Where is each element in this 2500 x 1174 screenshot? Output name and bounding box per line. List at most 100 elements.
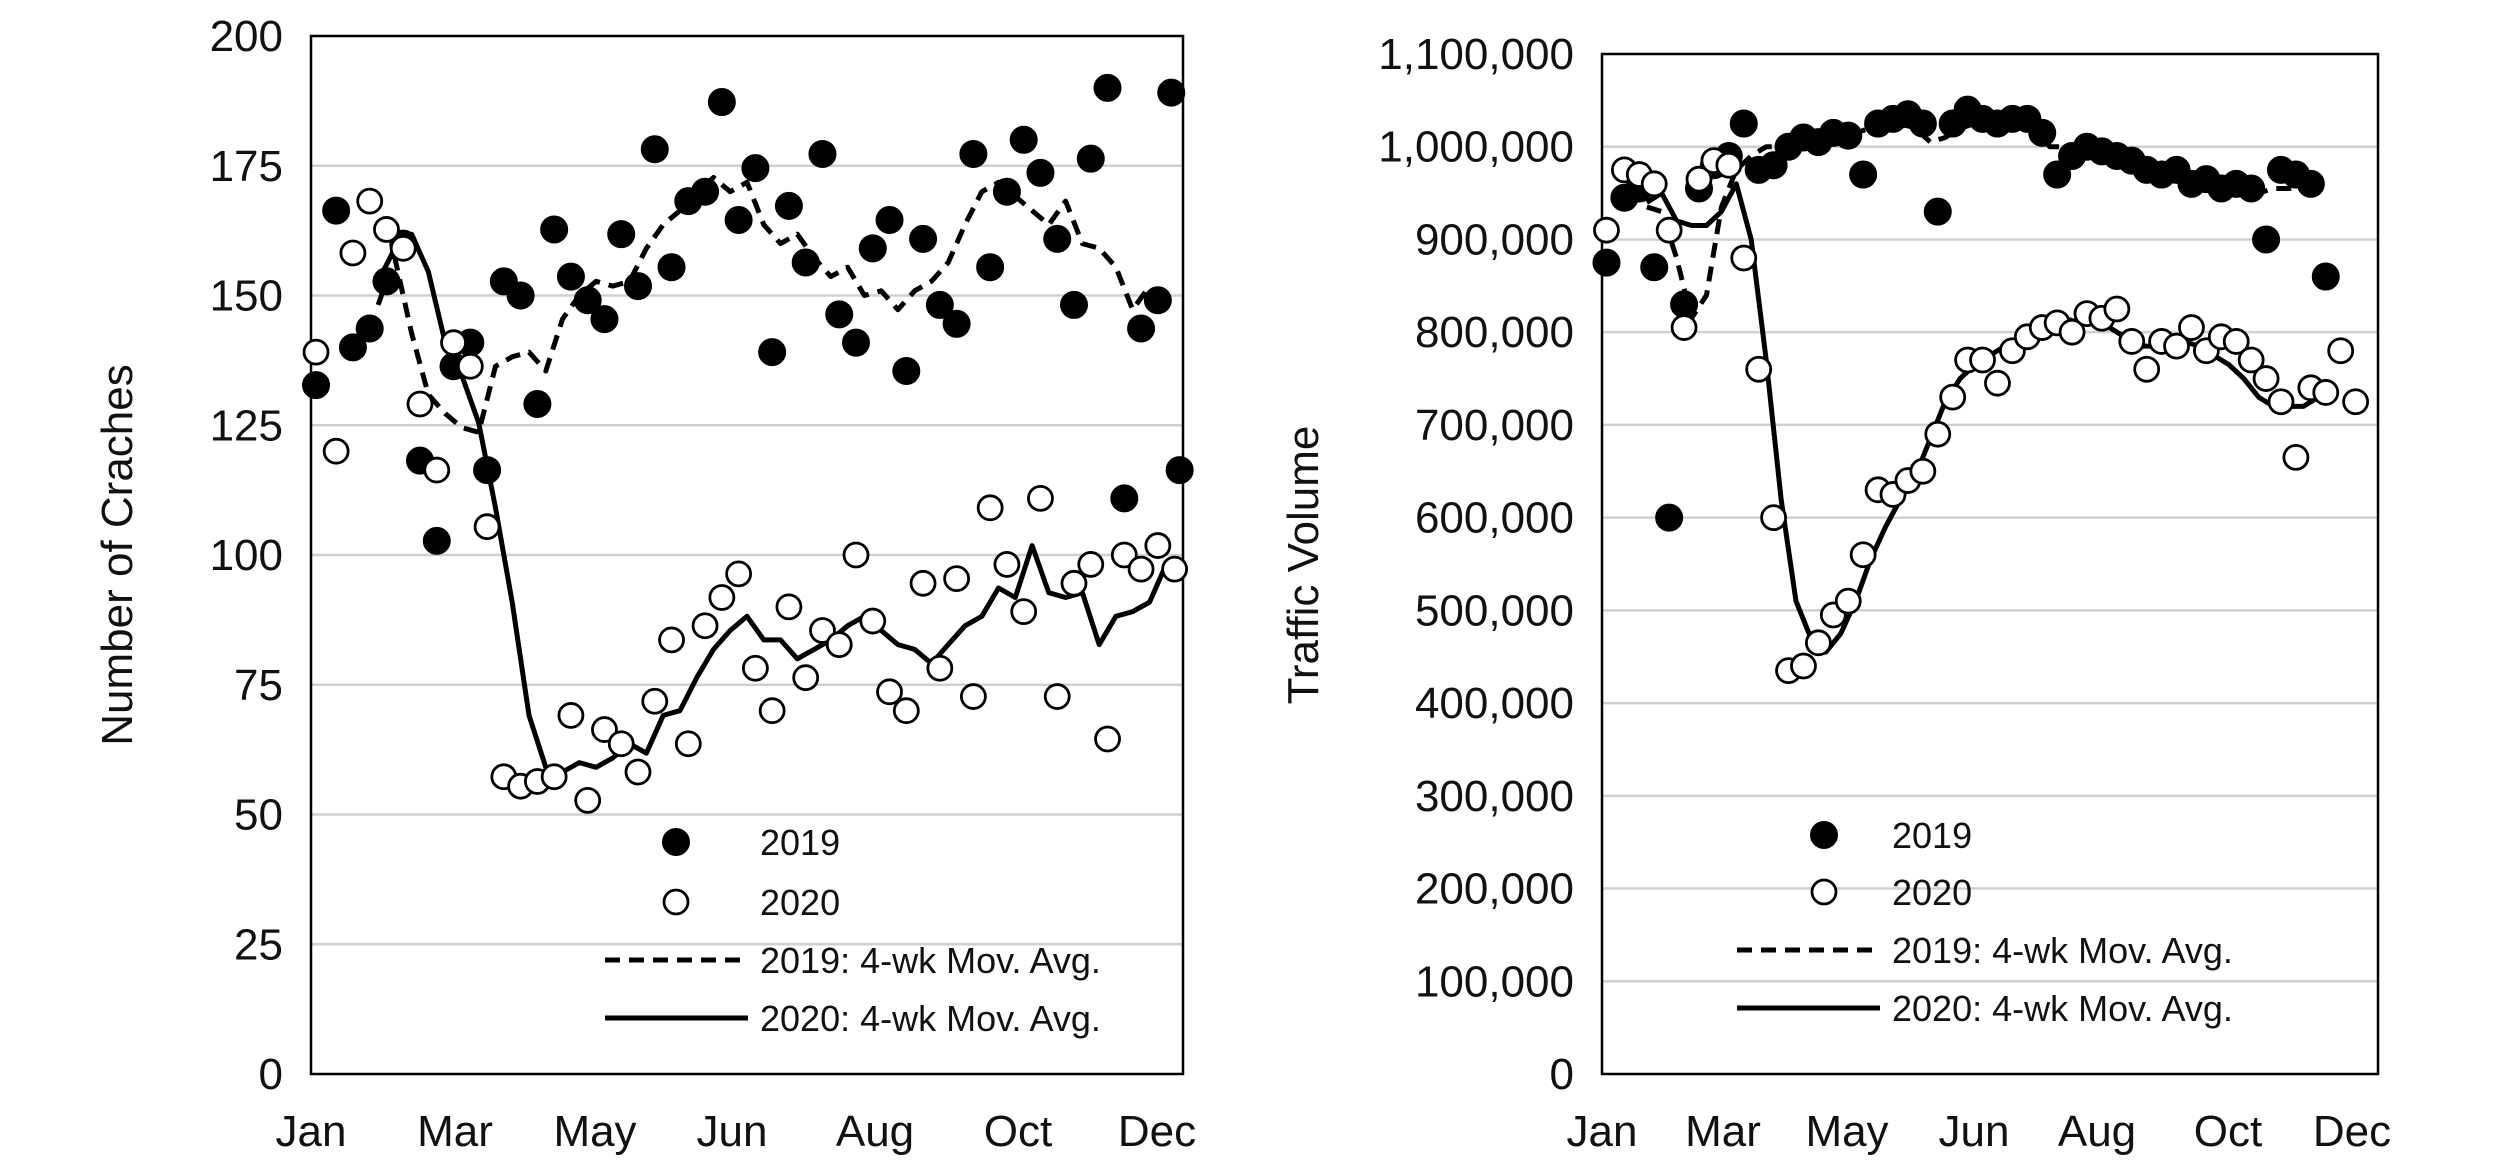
data-point-2019: [1759, 151, 1788, 180]
legend-label: 2020: 4-wk Mov. Avg.: [1892, 988, 2233, 1029]
data-point-2020: [1010, 598, 1038, 626]
data-point-2020: [2133, 355, 2161, 383]
data-point-2020: [1655, 216, 1683, 244]
data-point-2019: [322, 196, 351, 225]
data-point-2019: [422, 526, 451, 555]
data-point-2019: [1923, 197, 1952, 226]
legend-marker: [1810, 821, 1838, 849]
x-tick-label: Jun: [1939, 1107, 2010, 1156]
y-tick-label: 600,000: [1415, 494, 1574, 543]
data-point-2020: [1027, 484, 1054, 512]
data-point-2020: [1760, 504, 1788, 532]
data-point-2019: [959, 139, 988, 168]
data-point-2020: [792, 664, 820, 692]
data-point-2019: [808, 139, 837, 168]
data-point-2020: [302, 338, 330, 366]
data-point-2019: [1640, 253, 1669, 282]
data-point-2020: [842, 541, 870, 569]
data-point-2020: [741, 654, 769, 682]
data-point-2020: [708, 584, 736, 611]
data-point-2020: [473, 513, 501, 541]
data-point-2019: [909, 224, 938, 253]
data-point-2019: [1043, 224, 1072, 253]
data-point-2019: [1908, 109, 1937, 138]
data-point-2020: [557, 702, 585, 729]
x-tick-label: Jan: [276, 1107, 347, 1156]
y-tick-label: 150: [210, 272, 283, 321]
x-tick-label: Aug: [2058, 1107, 2136, 1156]
data-point-2019: [1127, 314, 1156, 343]
data-point-2019: [741, 154, 770, 183]
data-point-2020: [423, 456, 451, 484]
data-point-2019: [825, 300, 854, 329]
data-point-2020: [607, 730, 635, 758]
data-point-2019: [1670, 290, 1699, 319]
series-2020-moving-average-line: [375, 231, 1169, 775]
data-point-2020: [1745, 355, 1773, 383]
data-point-2020: [926, 654, 954, 682]
data-point-2019: [338, 333, 367, 362]
data-point-2019: [506, 281, 535, 310]
legend-label: 2020: 4-wk Mov. Avg.: [760, 998, 1101, 1039]
series-2019-moving-average-line: [1646, 116, 2320, 321]
y-tick-label: 700,000: [1415, 401, 1574, 450]
data-point-2020: [1144, 532, 1172, 559]
data-point-2020: [876, 678, 903, 706]
data-point-2020: [691, 612, 719, 640]
data-point-2019: [1834, 121, 1863, 150]
data-point-2019: [1093, 73, 1122, 102]
legend-marker: [1810, 878, 1838, 906]
data-point-2019: [942, 309, 971, 338]
data-point-2020: [406, 390, 434, 418]
x-tick-label: Mar: [1685, 1107, 1761, 1156]
data-point-2020: [356, 187, 384, 215]
y-tick-label: 1,000,000: [1378, 123, 1574, 172]
data-point-2020: [1984, 369, 2011, 397]
y-tick-label: 75: [234, 661, 283, 710]
data-point-2019: [976, 253, 1005, 282]
x-tick-label: Oct: [984, 1107, 1052, 1156]
data-point-2019: [2296, 169, 2325, 198]
data-point-2020: [775, 593, 803, 621]
data-point-2020: [1127, 555, 1155, 583]
data-point-2019: [1076, 144, 1105, 173]
data-point-2019: [590, 305, 619, 334]
data-point-2020: [2163, 332, 2190, 360]
data-point-2020: [641, 687, 669, 715]
data-point-2020: [859, 607, 887, 635]
data-point-2020: [758, 697, 786, 725]
y-tick-label: 0: [259, 1050, 283, 1099]
data-point-2019: [875, 206, 904, 235]
y-tick-label: 175: [210, 142, 283, 191]
y-tick-label: 300,000: [1415, 772, 1574, 821]
data-point-2020: [1924, 420, 1952, 448]
data-point-2019: [1143, 286, 1172, 315]
data-point-2019: [1849, 160, 1878, 189]
data-point-2019: [607, 220, 636, 249]
data-point-2020: [959, 683, 987, 710]
data-point-2020: [993, 551, 1021, 578]
data-point-2020: [809, 617, 836, 644]
data-point-2020: [2312, 379, 2340, 406]
x-tick-label: Jan: [1567, 1107, 1638, 1156]
data-point-2020: [624, 758, 652, 786]
data-point-2019: [640, 135, 669, 164]
data-point-2019: [2028, 118, 2057, 147]
data-point-2019: [774, 191, 803, 220]
data-point-2019: [1026, 158, 1055, 187]
x-tick-label: Dec: [2313, 1107, 2391, 1156]
data-point-2020: [725, 560, 753, 588]
y-tick-label: 50: [234, 791, 283, 840]
x-tick-label: Oct: [2194, 1107, 2262, 1156]
data-point-2020: [1939, 383, 1967, 411]
y-tick-label: 200: [210, 12, 283, 61]
y-tick-label: 1,100,000: [1378, 30, 1574, 79]
data-point-2020: [1094, 725, 1121, 753]
data-point-2020: [1593, 216, 1620, 244]
data-point-2019: [1165, 456, 1194, 485]
data-point-2020: [1804, 629, 1832, 657]
data-point-2020: [540, 763, 568, 791]
data-point-2019: [523, 390, 552, 419]
x-tick-label: May: [553, 1107, 636, 1156]
